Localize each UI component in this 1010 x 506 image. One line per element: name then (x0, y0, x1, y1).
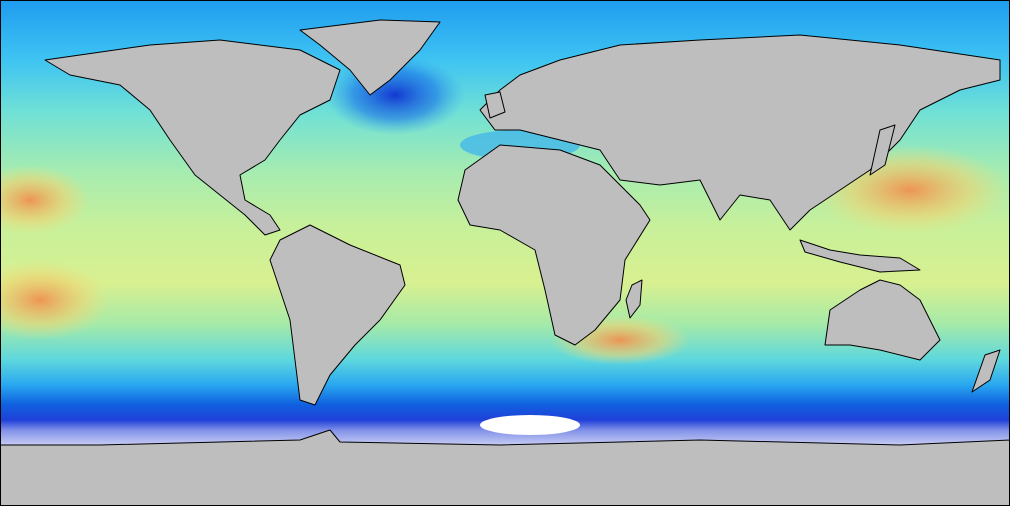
warm-region (0, 260, 110, 340)
new-zealand (971, 349, 1001, 393)
madagascar (625, 279, 643, 319)
africa (457, 144, 651, 346)
australia (824, 279, 941, 361)
warm-region (0, 165, 90, 235)
antarctica (0, 429, 1010, 506)
south-america (269, 224, 406, 406)
ice-region (480, 415, 580, 435)
british-isles (484, 91, 506, 119)
greenland (299, 19, 441, 96)
eurasia (479, 34, 1001, 231)
japan (869, 124, 896, 176)
indonesia (799, 239, 921, 273)
north-america (44, 39, 341, 236)
